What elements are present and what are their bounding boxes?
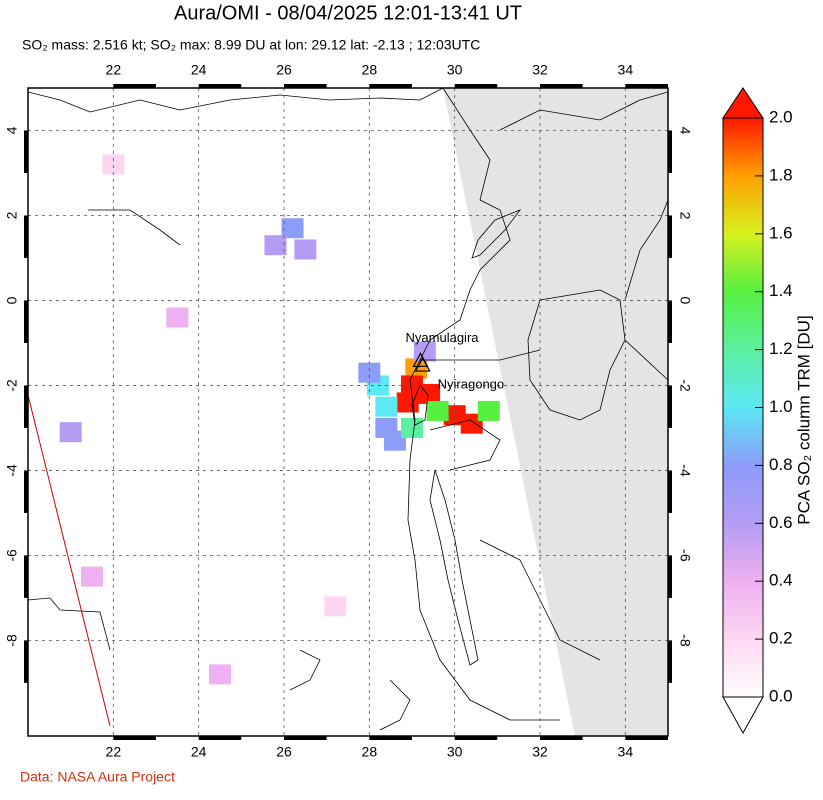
lat-tick-label: -4 — [4, 464, 20, 477]
lon-tick-label: 28 — [362, 62, 378, 78]
lon-tick-label: 30 — [447, 62, 463, 78]
frame-tick — [369, 736, 412, 740]
lon-tick-label: 26 — [276, 62, 292, 78]
lat-tick-label: 4 — [677, 127, 693, 135]
colorbar-tick-label: 2.0 — [769, 107, 793, 126]
lat-tick-label: 0 — [4, 296, 20, 304]
title: Aura/OMI - 08/04/2025 12:01-13:41 UT — [174, 2, 522, 24]
colorbar-under — [722, 696, 764, 735]
frame-tick — [668, 470, 672, 513]
so2-pixel — [477, 400, 500, 421]
frame-tick — [113, 84, 156, 88]
frame-tick — [284, 84, 327, 88]
lat-tick-label: -8 — [4, 634, 20, 647]
frame-tick — [24, 300, 28, 343]
frame-tick — [24, 555, 28, 598]
so2-pixel — [443, 405, 466, 426]
lat-tick-label: 4 — [4, 126, 20, 134]
lat-tick-label: -2 — [4, 379, 20, 392]
colorbar-tick-label: 0.2 — [769, 629, 793, 648]
frame-tick — [540, 736, 583, 740]
frame-tick — [668, 555, 672, 598]
so2-pixel — [59, 422, 82, 443]
frame-tick — [24, 130, 28, 173]
so2-pixel — [460, 413, 483, 434]
frame-tick — [540, 84, 583, 88]
lat-tick-label: 2 — [677, 212, 693, 220]
so2-pixel — [102, 154, 125, 175]
colorbar-over — [722, 87, 764, 119]
lon-tick-label: 34 — [618, 62, 634, 78]
lon-tick-label: 34 — [618, 744, 634, 760]
map-area: Nyamulagira Nyiragongo — [28, 88, 668, 736]
so2-pixel — [281, 218, 304, 239]
colorbar-label: PCA SO₂ column TRM [DU] — [794, 315, 813, 524]
frame-tick — [625, 736, 668, 740]
coastlines — [28, 88, 668, 731]
lat-tick-label: 0 — [677, 297, 693, 305]
swath-edge — [28, 394, 111, 727]
frame-tick — [24, 470, 28, 513]
lat-tick-label: -6 — [677, 549, 693, 562]
lat-tick-label: -6 — [4, 549, 20, 562]
so2-pixel — [166, 307, 189, 328]
so2-pixel — [375, 396, 398, 417]
credit: Data: NASA Aura Project — [20, 769, 175, 785]
frame-tick — [454, 736, 498, 740]
volcano-marker — [414, 356, 431, 372]
frame-tick — [24, 640, 28, 683]
lon-tick-label: 32 — [532, 62, 548, 78]
lat-tick-label: -8 — [677, 634, 693, 647]
lon-tick-label: 24 — [191, 62, 207, 78]
frame-tick — [668, 640, 672, 683]
colorbar-tick-label: 0.0 — [769, 686, 793, 705]
volcano-label: Nyiragongo — [438, 376, 505, 391]
lon-tick-label: 22 — [106, 744, 122, 760]
lat-tick-label: 2 — [4, 211, 20, 219]
colorbar-tick-label: 1.0 — [769, 397, 793, 416]
so2-pixel — [264, 235, 287, 256]
volcano-label: Nyamulagira — [406, 330, 480, 345]
colorbar-tick-label: 0.4 — [769, 571, 793, 590]
frame-tick — [198, 84, 242, 88]
lon-tick-label: 22 — [106, 62, 122, 78]
lon-tick-label: 32 — [532, 744, 548, 760]
lon-tick-label: 28 — [362, 744, 378, 760]
so2-pixel — [405, 358, 428, 379]
frame-tick — [454, 84, 498, 88]
frame-tick — [668, 130, 672, 173]
lon-tick-label: 26 — [276, 744, 292, 760]
so2-pixel — [209, 664, 231, 685]
subtitle: SO₂ mass: 2.516 kt; SO₂ max: 8.99 DU at … — [22, 37, 480, 53]
frame-tick — [284, 736, 327, 740]
lat-tick-label: -4 — [677, 464, 693, 477]
colorbar-tick-label: 1.6 — [769, 223, 793, 242]
lon-tick-label: 30 — [447, 744, 463, 760]
so2-pixel — [324, 596, 347, 617]
lon-tick-label: 24 — [191, 744, 207, 760]
so2-pixel — [358, 362, 381, 383]
frame-tick — [668, 215, 672, 258]
frame-tick — [369, 84, 412, 88]
frame-tick — [24, 215, 28, 258]
colorbar-tick-label: 1.4 — [769, 281, 793, 300]
frame-tick — [625, 84, 668, 88]
so2-pixel — [401, 417, 423, 438]
so2-pixel — [81, 566, 103, 587]
so2-pixel — [294, 239, 317, 260]
colorbar-tick-label: 0.6 — [769, 513, 793, 532]
frame-tick — [198, 736, 242, 740]
colorbar-tick-label: 1.8 — [769, 165, 793, 184]
so2-pixel — [426, 400, 449, 421]
frame-tick — [668, 385, 672, 428]
frame-tick — [668, 300, 672, 343]
colorbar-tick-label: 1.2 — [769, 339, 793, 358]
frame-tick — [113, 736, 156, 740]
colorbar-tick-label: 0.8 — [769, 455, 793, 474]
frame-tick — [24, 385, 28, 428]
lat-tick-label: -2 — [677, 379, 693, 392]
so2-pixel — [383, 430, 406, 451]
